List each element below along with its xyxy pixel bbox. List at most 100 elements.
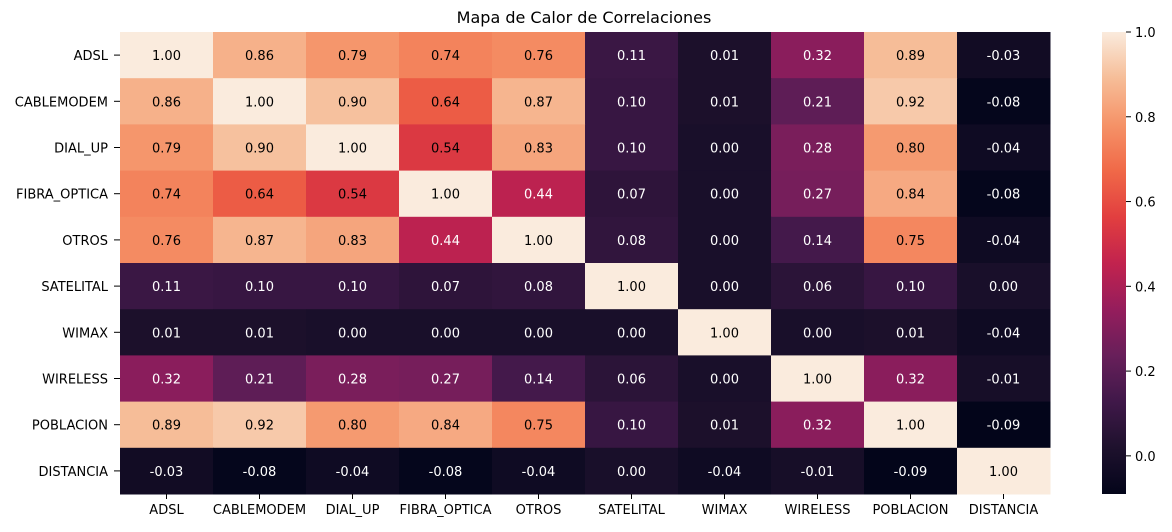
heatmap-cell bbox=[306, 309, 400, 356]
col-label: ADSL bbox=[149, 503, 184, 518]
cell-value-label: 0.21 bbox=[245, 373, 274, 388]
heatmap-cell bbox=[771, 355, 865, 403]
cell-value-label: 0.32 bbox=[803, 49, 832, 64]
cell-value-label: 0.27 bbox=[431, 373, 460, 388]
cell-value-label: 0.74 bbox=[152, 188, 181, 203]
heatmap-cell bbox=[864, 216, 958, 264]
cell-value-label: 0.79 bbox=[152, 142, 181, 157]
heatmap-cell bbox=[585, 32, 679, 79]
heatmap-cell bbox=[957, 401, 1051, 449]
heatmap-cell bbox=[399, 447, 493, 495]
col-label: POBLACION bbox=[872, 503, 948, 518]
heatmap-cell bbox=[306, 78, 400, 125]
cell-value-label: 0.10 bbox=[896, 280, 925, 295]
row-label: CABLEMODEM bbox=[15, 95, 108, 110]
colorbar-tick-label: 0.2 bbox=[1135, 365, 1156, 380]
heatmap-cell bbox=[678, 124, 772, 172]
heatmap-cell bbox=[306, 447, 400, 495]
heatmap-cell bbox=[771, 263, 865, 310]
heatmap-cell bbox=[864, 447, 958, 495]
heatmap-cell bbox=[492, 355, 586, 403]
heatmap-cell bbox=[492, 216, 586, 264]
heatmap-cell bbox=[957, 447, 1051, 495]
heatmap-cell bbox=[864, 263, 958, 310]
cell-value-label: -0.01 bbox=[801, 465, 835, 480]
cell-value-label: 0.90 bbox=[245, 142, 274, 157]
col-label: CABLEMODEM bbox=[213, 503, 306, 518]
cell-value-label: 0.83 bbox=[338, 234, 367, 249]
heatmap-cell bbox=[678, 78, 772, 125]
heatmap-cell bbox=[399, 124, 493, 172]
cell-value-label: 0.86 bbox=[152, 95, 181, 110]
cell-value-label: 0.00 bbox=[710, 280, 739, 295]
cell-value-label: 1.00 bbox=[338, 142, 367, 157]
heatmap-cell bbox=[585, 124, 679, 172]
cell-value-label: 0.76 bbox=[152, 234, 181, 249]
heatmap-cell bbox=[492, 32, 586, 79]
cell-value-label: 0.64 bbox=[245, 188, 274, 203]
heatmap-cell bbox=[771, 32, 865, 79]
heatmap-cell bbox=[771, 309, 865, 356]
heatmap-cell bbox=[864, 170, 958, 218]
cell-value-label: 0.74 bbox=[431, 49, 460, 64]
cell-value-label: 0.32 bbox=[896, 373, 925, 388]
cell-value-label: 0.00 bbox=[803, 326, 832, 341]
heatmap-cell bbox=[585, 309, 679, 356]
heatmap-cell bbox=[399, 309, 493, 356]
row-label: WIRELESS bbox=[42, 373, 108, 388]
heatmap-cell bbox=[213, 355, 307, 403]
heatmap-cell bbox=[399, 78, 493, 125]
col-label: DISTANCIA bbox=[969, 503, 1039, 518]
cell-value-label: 0.08 bbox=[524, 280, 553, 295]
cell-value-label: 0.80 bbox=[338, 419, 367, 434]
cell-value-label: -0.04 bbox=[522, 465, 556, 480]
cell-value-label: -0.04 bbox=[987, 326, 1021, 341]
cell-value-label: 0.21 bbox=[803, 95, 832, 110]
heatmap-cell bbox=[306, 355, 400, 403]
heatmap-cell bbox=[864, 78, 958, 125]
heatmap-cell bbox=[306, 32, 400, 79]
cell-value-label: 0.10 bbox=[338, 280, 367, 295]
cell-value-label: 0.80 bbox=[896, 142, 925, 157]
cell-value-label: -0.08 bbox=[243, 465, 277, 480]
row-label: SATELITAL bbox=[41, 280, 108, 295]
cell-value-label: 0.01 bbox=[710, 95, 739, 110]
row-label: DIAL_UP bbox=[54, 142, 108, 157]
heatmap-cell bbox=[120, 263, 214, 310]
heatmap-cell bbox=[120, 309, 214, 356]
cell-value-label: 0.75 bbox=[524, 419, 553, 434]
cell-value-label: -0.04 bbox=[987, 234, 1021, 249]
cell-value-label: 0.75 bbox=[896, 234, 925, 249]
heatmap-cell bbox=[399, 32, 493, 79]
cell-value-label: 0.11 bbox=[617, 49, 646, 64]
cell-value-label: 0.00 bbox=[710, 188, 739, 203]
cell-value-label: 0.00 bbox=[338, 326, 367, 341]
cell-value-label: 0.87 bbox=[524, 95, 553, 110]
cell-value-label: 0.27 bbox=[803, 188, 832, 203]
heatmap-cell bbox=[213, 263, 307, 310]
row-label: OTROS bbox=[62, 234, 108, 249]
heatmap-cell bbox=[306, 170, 400, 218]
colorbar-tick-label: 0.8 bbox=[1135, 111, 1156, 126]
heatmap-cell bbox=[585, 78, 679, 125]
heatmap-cell bbox=[213, 216, 307, 264]
cell-value-label: 0.01 bbox=[710, 49, 739, 64]
cell-value-label: 0.00 bbox=[524, 326, 553, 341]
col-label: OTROS bbox=[516, 503, 562, 518]
cell-value-label: -0.04 bbox=[987, 142, 1021, 157]
cell-value-label: 0.89 bbox=[896, 49, 925, 64]
heatmap-cell bbox=[399, 170, 493, 218]
col-labels: ADSL CABLEMODEM DIAL_UP FIBRA_OPTICA OTROS SA… bbox=[149, 494, 1038, 518]
cell-value-label: 0.01 bbox=[896, 326, 925, 341]
cell-value-label: 0.64 bbox=[431, 95, 460, 110]
cell-value-label: -0.09 bbox=[894, 465, 928, 480]
heatmap-cell bbox=[678, 309, 772, 356]
heatmap-cell bbox=[399, 401, 493, 449]
heatmap-cell bbox=[120, 124, 214, 172]
colorbar-tick-label: 0.6 bbox=[1135, 196, 1156, 211]
heatmap-cell bbox=[213, 32, 307, 79]
heatmap-cell bbox=[213, 447, 307, 495]
colorbar bbox=[1102, 32, 1126, 494]
cell-value-label: 1.00 bbox=[617, 280, 646, 295]
cell-value-label: 1.00 bbox=[524, 234, 553, 249]
